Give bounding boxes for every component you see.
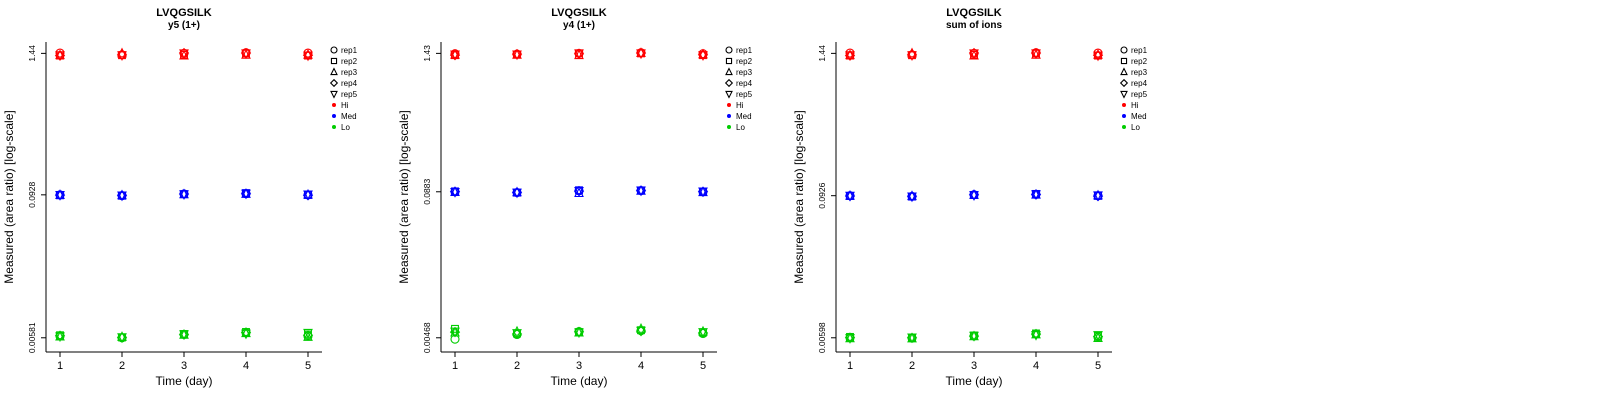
svg-text:1: 1	[847, 360, 853, 372]
svg-text:LVQGSILK: LVQGSILK	[551, 7, 606, 19]
svg-text:Hi: Hi	[736, 101, 744, 110]
svg-text:LVQGSILK: LVQGSILK	[156, 7, 211, 19]
svg-text:1.43: 1.43	[422, 45, 432, 62]
svg-text:5: 5	[305, 360, 311, 372]
svg-text:0.0928: 0.0928	[27, 182, 37, 208]
svg-text:Time (day): Time (day)	[946, 374, 1003, 388]
svg-text:Med: Med	[1131, 112, 1147, 121]
svg-text:rep1: rep1	[736, 46, 753, 55]
svg-text:rep4: rep4	[341, 79, 358, 88]
svg-text:0.0926: 0.0926	[817, 182, 827, 208]
svg-text:Time (day): Time (day)	[156, 374, 213, 388]
svg-text:3: 3	[576, 360, 582, 372]
svg-text:Measured (area ratio) [log-sca: Measured (area ratio) [log-scale]	[792, 110, 806, 283]
svg-text:LVQGSILK: LVQGSILK	[946, 7, 1001, 19]
svg-text:rep1: rep1	[341, 46, 358, 55]
svg-text:Measured (area ratio) [log-sca: Measured (area ratio) [log-scale]	[2, 110, 16, 283]
svg-text:2: 2	[909, 360, 915, 372]
chart-panel-y4: LVQGSILK y4 (1+) 1 2 3 4 5 Time (day) 0.00468 0.0…	[395, 0, 790, 400]
svg-text:rep5: rep5	[341, 90, 358, 99]
svg-text:rep4: rep4	[1131, 79, 1148, 88]
svg-text:Time (day): Time (day)	[551, 374, 608, 388]
svg-text:rep2: rep2	[341, 57, 358, 66]
right-whitespace	[1185, 0, 1600, 400]
svg-text:Lo: Lo	[736, 123, 745, 132]
svg-text:Hi: Hi	[1131, 101, 1139, 110]
svg-text:0.00581: 0.00581	[27, 322, 37, 353]
svg-text:rep2: rep2	[736, 57, 753, 66]
svg-text:Med: Med	[736, 112, 752, 121]
svg-text:Measured (area ratio) [log-sca: Measured (area ratio) [log-scale]	[397, 110, 411, 283]
svg-text:rep2: rep2	[1131, 57, 1148, 66]
svg-text:2: 2	[514, 360, 520, 372]
svg-text:0.00468: 0.00468	[422, 322, 432, 353]
svg-text:rep1: rep1	[1131, 46, 1148, 55]
svg-text:Lo: Lo	[341, 123, 350, 132]
svg-text:1: 1	[452, 360, 458, 372]
svg-text:Hi: Hi	[341, 101, 349, 110]
svg-text:1.44: 1.44	[817, 45, 827, 62]
svg-text:y5 (1+): y5 (1+)	[168, 20, 200, 31]
svg-text:5: 5	[1095, 360, 1101, 372]
svg-text:1.44: 1.44	[27, 45, 37, 62]
svg-text:rep3: rep3	[341, 68, 358, 77]
svg-text:sum of ions: sum of ions	[946, 20, 1003, 31]
chart-panel-sum-of-ions: LVQGSILK sum of ions 1 2 3 4 5 Time (day) 0.0059…	[790, 0, 1185, 400]
svg-text:0.00598: 0.00598	[817, 322, 827, 353]
svg-text:4: 4	[243, 360, 249, 372]
svg-text:2: 2	[119, 360, 125, 372]
svg-text:Lo: Lo	[1131, 123, 1140, 132]
svg-text:y4 (1+): y4 (1+)	[563, 20, 595, 31]
svg-text:3: 3	[181, 360, 187, 372]
svg-text:5: 5	[700, 360, 706, 372]
svg-text:rep5: rep5	[736, 90, 753, 99]
svg-text:4: 4	[1033, 360, 1039, 372]
svg-text:rep5: rep5	[1131, 90, 1148, 99]
svg-text:4: 4	[638, 360, 644, 372]
svg-text:3: 3	[971, 360, 977, 372]
svg-text:1: 1	[57, 360, 63, 372]
svg-text:rep3: rep3	[1131, 68, 1148, 77]
svg-text:rep4: rep4	[736, 79, 753, 88]
svg-text:0.0883: 0.0883	[422, 179, 432, 205]
chart-panel-y5: LVQGSILK y5 (1+) 1 2 3 4 5 Time (day) 0.00581 0.0…	[0, 0, 395, 400]
svg-text:rep3: rep3	[736, 68, 753, 77]
svg-text:Med: Med	[341, 112, 357, 121]
